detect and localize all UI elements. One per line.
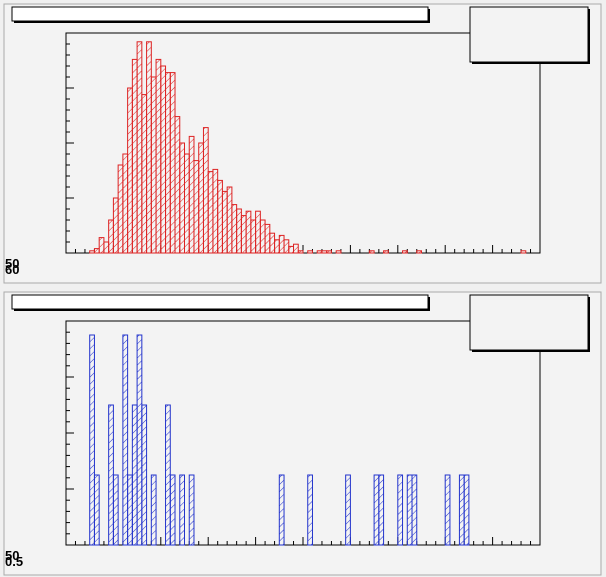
histogram-bar	[131, 58, 138, 254]
histogram-bar	[179, 142, 185, 254]
histogram-bar	[112, 197, 119, 254]
axis-label: 50	[5, 548, 19, 563]
histogram-bar	[255, 210, 261, 254]
histogram-bar	[520, 250, 527, 254]
histogram-bar	[160, 65, 167, 254]
histogram-bar	[406, 474, 413, 546]
histogram-bar	[188, 135, 195, 254]
stats-box	[469, 6, 589, 63]
histogram-bar	[274, 239, 280, 254]
histogram-bar	[307, 250, 313, 254]
histogram-bar	[416, 250, 423, 254]
histogram-bar	[141, 404, 148, 546]
histogram-bar	[411, 474, 418, 546]
histogram-bar	[98, 237, 105, 254]
histogram-bar	[316, 250, 323, 254]
histogram-bar	[212, 168, 219, 254]
histogram-bar	[169, 72, 176, 254]
histogram-bar	[373, 474, 380, 546]
histogram-bar	[397, 474, 404, 546]
histogram-bar	[122, 153, 129, 254]
histogram-bar	[112, 474, 119, 546]
histogram-bar	[221, 190, 228, 254]
axis-label: 60	[5, 262, 19, 277]
histogram-bar	[378, 474, 385, 546]
histogram-bar	[297, 250, 304, 254]
histogram-bar	[184, 153, 190, 254]
histogram-bar	[444, 474, 451, 546]
histogram-bar	[202, 127, 209, 254]
histogram-bar	[245, 210, 252, 254]
histogram-bar	[226, 186, 233, 254]
histogram-bar	[264, 223, 271, 254]
histogram-bar	[93, 474, 100, 546]
histogram-bar	[89, 334, 95, 546]
histogram-bar	[207, 171, 214, 254]
histogram-bar	[93, 248, 100, 254]
histogram-bar	[169, 474, 176, 546]
histogram-bar	[335, 250, 342, 254]
histogram-bar	[278, 234, 285, 254]
histogram-bar	[231, 204, 238, 254]
histogram-bar	[321, 250, 328, 254]
histogram-bar	[127, 87, 133, 254]
histogram-bar	[108, 404, 114, 546]
histogram-bar	[131, 404, 138, 546]
histogram-bar	[236, 208, 242, 254]
histogram-bar	[155, 58, 162, 254]
histogram-bar	[269, 232, 276, 254]
histogram-bar	[345, 474, 351, 546]
histogram-bar	[278, 474, 285, 546]
histogram-bar	[103, 241, 110, 254]
axis-label: 50	[5, 256, 19, 271]
histogram-bar	[283, 239, 290, 254]
histogram-bar	[141, 94, 148, 254]
histogram-bar	[240, 215, 247, 254]
histogram-bar	[250, 219, 257, 254]
histogram-bar	[368, 250, 375, 254]
histogram-bar	[127, 474, 133, 546]
histogram-bar	[288, 245, 295, 254]
histogram-bar	[217, 179, 223, 254]
histogram-bar	[174, 116, 181, 254]
histogram-bar	[458, 474, 465, 546]
histogram-bar	[326, 250, 332, 254]
histogram-bar	[193, 160, 200, 254]
histogram-bar	[179, 474, 185, 546]
histogram-bar	[165, 404, 171, 546]
stats-box	[469, 294, 589, 351]
title-box	[11, 294, 429, 310]
histogram-bar	[383, 250, 389, 254]
histogram-bar	[136, 41, 143, 254]
histogram-bar	[108, 219, 114, 254]
histogram-bar	[136, 334, 143, 546]
histogram-bar	[188, 474, 195, 546]
histogram-bar	[463, 474, 470, 546]
histogram-bar	[293, 243, 299, 254]
histogram-bar	[150, 474, 157, 546]
histogram-bar	[259, 219, 266, 254]
histogram-bar	[89, 250, 95, 254]
histogram-bar	[122, 334, 129, 546]
histogram-bar	[146, 41, 152, 254]
histogram-bar	[307, 474, 313, 546]
histogram-bar	[402, 250, 408, 254]
histogram-bar	[117, 164, 124, 254]
histogram-bar	[150, 76, 157, 254]
title-box	[11, 6, 429, 22]
histogram-bar	[198, 142, 204, 254]
axis-label: 0.5	[5, 554, 23, 569]
histogram-bar	[165, 72, 171, 254]
